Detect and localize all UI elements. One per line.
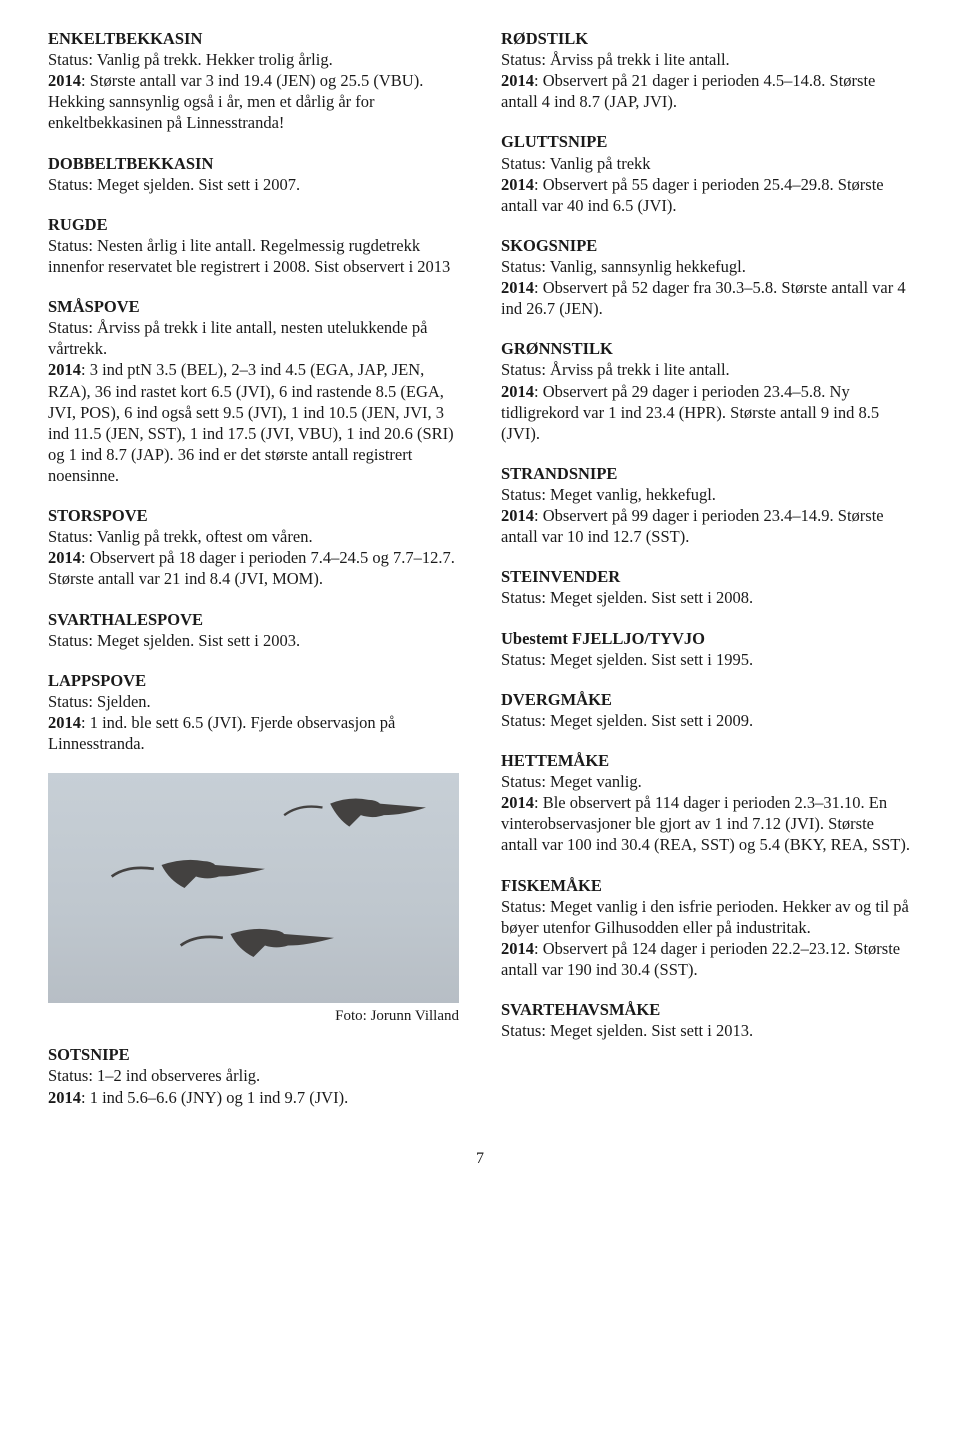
- species-title: SMÅSPOVE: [48, 296, 459, 317]
- species-title: STEINVENDER: [501, 566, 912, 587]
- species-body: Status: Meget sjelden. Sist sett i 1995.: [501, 649, 912, 670]
- species-title: STORSPOVE: [48, 505, 459, 526]
- species-entry: GLUTTSNIPE Status: Vanlig på trekk2014: …: [501, 131, 912, 215]
- species-entry: RUGDE Status: Nesten årlig i lite antall…: [48, 214, 459, 277]
- species-body: Status: Meget sjelden. Sist sett i 2007.: [48, 174, 459, 195]
- species-entry: SVARTEHAVSMÅKE Status: Meget sjelden. Si…: [501, 999, 912, 1041]
- species-body: Status: Meget vanlig i den isfrie period…: [501, 896, 912, 980]
- species-body: Status: Sjelden.2014: 1 ind. ble sett 6.…: [48, 691, 459, 754]
- species-body: Status: Meget vanlig.2014: Ble observert…: [501, 771, 912, 855]
- species-entry: SOTSNIPE Status: 1–2 ind observeres årli…: [48, 1044, 459, 1107]
- species-title: SKOGSNIPE: [501, 235, 912, 256]
- species-title: GLUTTSNIPE: [501, 131, 912, 152]
- species-body: Status: 1–2 ind observeres årlig.2014: 1…: [48, 1065, 459, 1107]
- two-column-layout: ENKELTBEKKASIN Status: Vanlig på trekk. …: [48, 28, 912, 1127]
- species-title: FISKEMÅKE: [501, 875, 912, 896]
- photo-credit: Foto: Jorunn Villand: [48, 1007, 459, 1026]
- page-number: 7: [48, 1149, 912, 1169]
- species-body: Status: Meget sjelden. Sist sett i 2003.: [48, 630, 459, 651]
- bird-photo-svg: [48, 773, 459, 1003]
- species-entry: GRØNNSTILK Status: Årviss på trekk i lit…: [501, 338, 912, 444]
- left-column: ENKELTBEKKASIN Status: Vanlig på trekk. …: [48, 28, 459, 1127]
- species-title: SVARTEHAVSMÅKE: [501, 999, 912, 1020]
- species-entry: STEINVENDER Status: Meget sjelden. Sist …: [501, 566, 912, 608]
- species-entry: SVARTHALESPOVE Status: Meget sjelden. Si…: [48, 609, 459, 651]
- species-title: ENKELTBEKKASIN: [48, 28, 459, 49]
- species-entry: HETTEMÅKE Status: Meget vanlig.2014: Ble…: [501, 750, 912, 856]
- species-title: DVERGMÅKE: [501, 689, 912, 710]
- species-entry: ENKELTBEKKASIN Status: Vanlig på trekk. …: [48, 28, 459, 134]
- species-title: SOTSNIPE: [48, 1044, 459, 1065]
- species-entry: Ubestemt FJELLJO/TYVJO Status: Meget sje…: [501, 628, 912, 670]
- bird-photo: [48, 773, 459, 1003]
- species-entry: RØDSTILK Status: Årviss på trekk i lite …: [501, 28, 912, 112]
- species-entry: DVERGMÅKE Status: Meget sjelden. Sist se…: [501, 689, 912, 731]
- species-body: Status: Meget sjelden. Sist sett i 2009.: [501, 710, 912, 731]
- species-entry: SKOGSNIPE Status: Vanlig, sannsynlig hek…: [501, 235, 912, 319]
- species-body: Status: Vanlig, sannsynlig hekkefugl.201…: [501, 256, 912, 319]
- species-title: HETTEMÅKE: [501, 750, 912, 771]
- species-body: Status: Årviss på trekk i lite antall.20…: [501, 49, 912, 112]
- species-title: DOBBELTBEKKASIN: [48, 153, 459, 174]
- species-body: Status: Årviss på trekk i lite antall.20…: [501, 359, 912, 443]
- right-column: RØDSTILK Status: Årviss på trekk i lite …: [501, 28, 912, 1127]
- species-entry: STRANDSNIPE Status: Meget vanlig, hekkef…: [501, 463, 912, 547]
- species-body: Status: Meget sjelden. Sist sett i 2008.: [501, 587, 912, 608]
- species-entry: LAPPSPOVE Status: Sjelden.2014: 1 ind. b…: [48, 670, 459, 754]
- species-body: Status: Meget sjelden. Sist sett i 2013.: [501, 1020, 912, 1041]
- species-title: RUGDE: [48, 214, 459, 235]
- species-body: Status: Vanlig på trekk2014: Observert p…: [501, 153, 912, 216]
- species-body: Status: Vanlig på trekk. Hekker trolig å…: [48, 49, 459, 133]
- species-title: SVARTHALESPOVE: [48, 609, 459, 630]
- species-entry: FISKEMÅKE Status: Meget vanlig i den isf…: [501, 875, 912, 981]
- species-title: RØDSTILK: [501, 28, 912, 49]
- species-body: Status: Nesten årlig i lite antall. Rege…: [48, 235, 459, 277]
- species-entry: DOBBELTBEKKASIN Status: Meget sjelden. S…: [48, 153, 459, 195]
- species-body: Status: Meget vanlig, hekkefugl.2014: Ob…: [501, 484, 912, 547]
- species-body: Status: Årviss på trekk i lite antall, n…: [48, 317, 459, 486]
- species-entry: STORSPOVE Status: Vanlig på trekk, oftes…: [48, 505, 459, 589]
- species-title: LAPPSPOVE: [48, 670, 459, 691]
- species-entry: SMÅSPOVE Status: Årviss på trekk i lite …: [48, 296, 459, 486]
- species-title: GRØNNSTILK: [501, 338, 912, 359]
- species-title: STRANDSNIPE: [501, 463, 912, 484]
- species-body: Status: Vanlig på trekk, oftest om våren…: [48, 526, 459, 589]
- species-title: Ubestemt FJELLJO/TYVJO: [501, 628, 912, 649]
